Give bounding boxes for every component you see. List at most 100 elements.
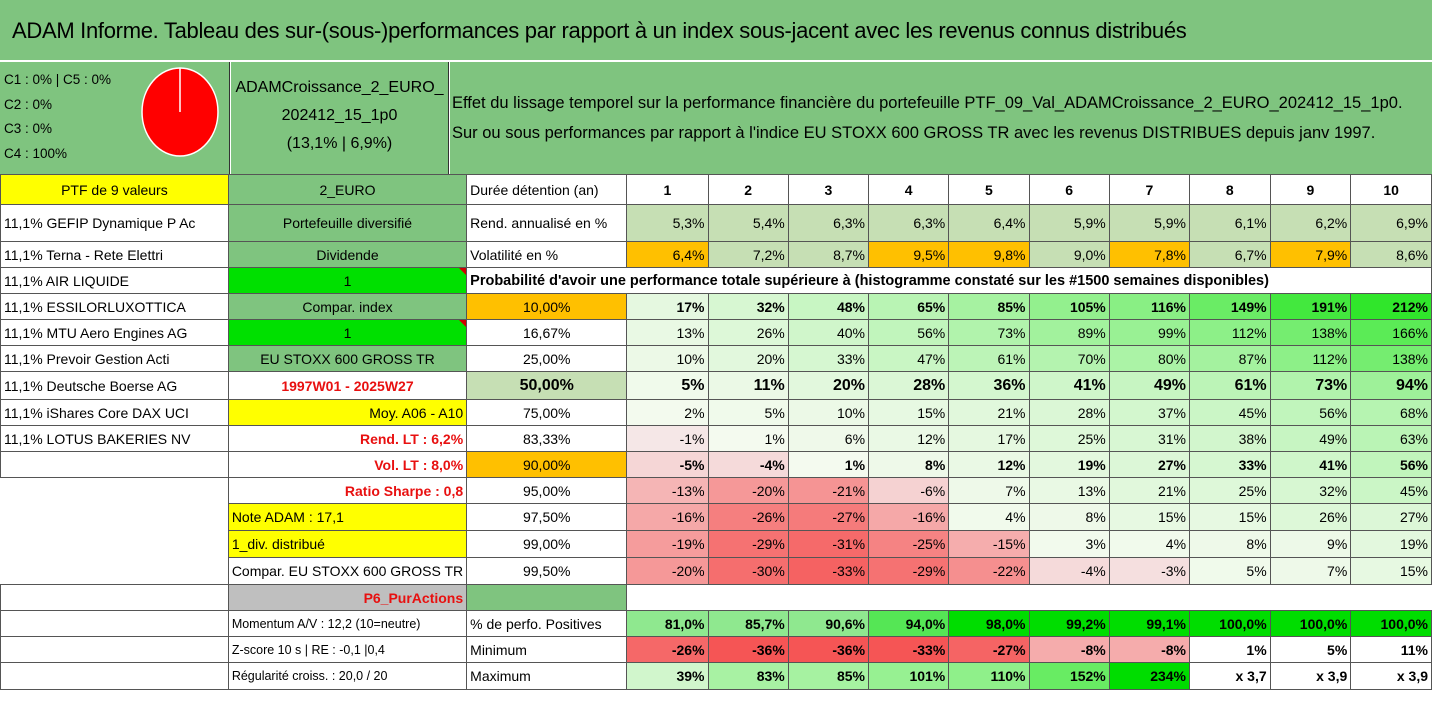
- vol-value: 9,8%: [948, 241, 1030, 268]
- probability-value: -4%: [1028, 557, 1110, 585]
- probability-value: 73%: [948, 319, 1030, 346]
- probability-row: Vol. LT : 8,0% 90,00% -5% -4% 1% 8% 12% 19% 27% 3…: [0, 451, 1432, 478]
- probability-value: 6%: [787, 425, 870, 452]
- minimum-value: -36%: [787, 636, 870, 663]
- probability-value: 7%: [948, 477, 1030, 504]
- probability-value: 48%: [787, 293, 870, 320]
- period-cell: 1997W01 - 2025W27: [227, 371, 468, 400]
- probability-value: 15%: [1189, 503, 1271, 531]
- probability-value: -13%: [626, 477, 709, 504]
- minimum-row: Z-score 10 s | RE : -0,1 |0,4 Minimum -26%…: [0, 636, 1432, 663]
- probability-row: Compar. EU STOXX 600 GROSS TR 99,50% -20% -…: [1, 557, 1432, 585]
- holding-cell: 11,1% Prevoir Gestion Acti: [0, 345, 229, 372]
- rend-value: 5,3%: [626, 204, 709, 242]
- positive-value: 90,6%: [787, 610, 870, 637]
- portfolio-header-cell: PTF de 9 valeurs: [0, 174, 229, 205]
- probability-value: -5%: [626, 451, 709, 478]
- probability-value: 13%: [1028, 477, 1110, 504]
- probability-threshold: 50,00%: [466, 371, 628, 400]
- maximum-value: 83%: [707, 662, 789, 690]
- probability-value: 87%: [1189, 345, 1271, 372]
- probability-value: 11%: [707, 371, 789, 400]
- probability-value: 149%: [1189, 293, 1271, 320]
- probability-row: 11,1% iShares Core DAX UCI Moy. A06 - A10…: [0, 399, 1432, 426]
- duration-label: Durée détention (an): [466, 174, 628, 205]
- probability-value: -26%: [707, 503, 789, 531]
- pie-legend-item: C3 : 0%: [4, 121, 53, 136]
- probability-value: -30%: [707, 557, 789, 585]
- effect-line2: Sur ou sous performances par rapport à l…: [452, 124, 1376, 142]
- probability-value: -19%: [626, 530, 709, 558]
- vol-label: Volatilité en %: [466, 241, 628, 268]
- portfolio-name-line1: ADAMCroissance_2_EURO_: [235, 79, 444, 96]
- probability-threshold: 95,00%: [466, 477, 628, 504]
- year-header: 6: [1028, 174, 1110, 205]
- vol-value: 9,5%: [868, 241, 950, 268]
- probability-value: 212%: [1350, 293, 1432, 320]
- flag-cell: 1: [227, 319, 468, 346]
- maximum-value: x 3,9: [1269, 662, 1352, 690]
- probability-value: 41%: [1269, 451, 1352, 478]
- zscore-cell: Z-score 10 s | RE : -0,1 |0,4: [227, 636, 468, 663]
- maximum-value: 85%: [787, 662, 870, 690]
- probability-value: 65%: [868, 293, 950, 320]
- probability-value: 40%: [787, 319, 870, 346]
- probability-value: 56%: [868, 319, 950, 346]
- probability-value: 8%: [1028, 503, 1110, 531]
- probability-value: 1%: [707, 425, 789, 452]
- type-cell: Dividende: [227, 241, 468, 268]
- probability-value: 21%: [1108, 477, 1191, 504]
- maximum-row: Régularité croiss. : 20,0 / 20 Maximum 39%…: [0, 662, 1432, 690]
- minimum-value: 11%: [1350, 636, 1432, 663]
- probability-value: 12%: [868, 425, 950, 452]
- probability-threshold: 75,00%: [466, 399, 628, 426]
- probability-value: 19%: [1028, 451, 1110, 478]
- probability-value: 26%: [1269, 503, 1352, 531]
- year-header: 10: [1350, 174, 1432, 205]
- empty-cell: [0, 584, 229, 611]
- probability-row: 11,1% ESSILORLUXOTTICA Compar. index 10,00…: [0, 293, 1432, 320]
- probability-value: 4%: [948, 503, 1030, 531]
- probability-value: -29%: [868, 557, 950, 585]
- positive-label: % de perfo. Positives: [466, 610, 628, 637]
- probability-value: -27%: [787, 503, 870, 531]
- probability-value: 20%: [707, 345, 789, 372]
- minimum-label: Minimum: [466, 636, 628, 663]
- vol-lt-cell: Vol. LT : 8,0%: [227, 451, 468, 478]
- minimum-value: -36%: [707, 636, 789, 663]
- rend-value: 5,4%: [707, 204, 789, 242]
- probability-value: 2%: [626, 399, 709, 426]
- probability-value: 138%: [1269, 319, 1352, 346]
- holding-cell: 11,1% MTU Aero Engines AG: [0, 319, 229, 346]
- vol-value: 7,8%: [1108, 241, 1191, 268]
- probability-value: 27%: [1350, 503, 1432, 531]
- probability-value: -16%: [626, 503, 709, 531]
- probability-value: 32%: [1269, 477, 1352, 504]
- positive-value: 100,0%: [1189, 610, 1271, 637]
- rend-label: Rend. annualisé en %: [466, 204, 628, 242]
- dividend-cell: 1_div. distribué: [227, 530, 468, 558]
- positive-value: 98,0%: [948, 610, 1030, 637]
- probability-value: 21%: [948, 399, 1030, 426]
- compare-index-cell: Compar. index: [227, 293, 468, 320]
- empty-cell: [1, 558, 229, 585]
- probability-value: 85%: [948, 293, 1030, 320]
- probability-value: 56%: [1350, 451, 1432, 478]
- probability-value: 15%: [1350, 557, 1432, 585]
- positive-value: 99,2%: [1028, 610, 1110, 637]
- probability-value: 31%: [1108, 425, 1191, 452]
- header-area: C1 : 0% | C5 : 0% C2 : 0% C3 : 0% C4 : 1…: [0, 62, 1432, 174]
- year-header: 7: [1108, 174, 1191, 205]
- sharpe-cell: Ratio Sharpe : 0,8: [227, 477, 468, 504]
- probability-value: 10%: [626, 345, 709, 372]
- probability-threshold: 83,33%: [466, 425, 628, 452]
- vol-row: 11,1% Terna - Rete Elettri Dividende Volat…: [0, 241, 1432, 268]
- probability-value: 49%: [1108, 371, 1191, 400]
- flag-cell: 1: [227, 267, 468, 294]
- profile-cell: P6_PurActions: [227, 584, 468, 611]
- minimum-value: -26%: [626, 636, 709, 663]
- probability-threshold: 99,50%: [466, 557, 628, 585]
- probability-value: 25%: [1189, 477, 1271, 504]
- probability-value: 191%: [1269, 293, 1352, 320]
- empty-cell: [0, 610, 229, 637]
